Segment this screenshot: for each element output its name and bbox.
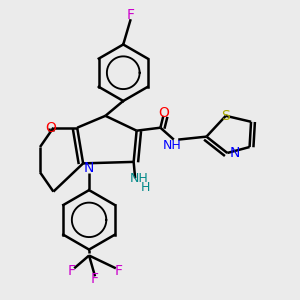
Text: F: F [127, 8, 135, 22]
Text: NH: NH [130, 172, 149, 185]
Text: F: F [115, 264, 123, 278]
Text: N: N [230, 146, 240, 160]
Text: F: F [91, 272, 99, 286]
Text: O: O [158, 106, 169, 120]
Text: S: S [221, 109, 230, 123]
Text: F: F [67, 264, 75, 278]
Text: NH: NH [163, 139, 182, 152]
Text: H: H [141, 181, 150, 194]
Text: O: O [45, 121, 56, 135]
Text: N: N [84, 161, 94, 175]
